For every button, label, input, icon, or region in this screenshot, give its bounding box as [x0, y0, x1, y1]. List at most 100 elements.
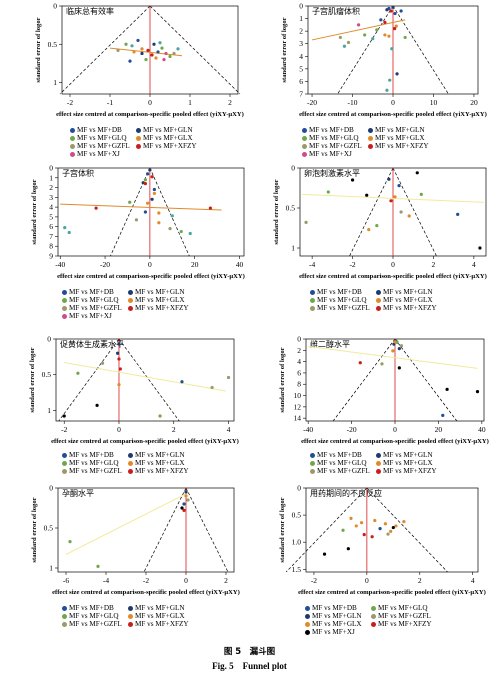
y-tick-label: 1	[53, 78, 57, 87]
x-tick-label: 2	[418, 576, 422, 585]
data-point	[375, 224, 379, 228]
plot-frame	[55, 338, 235, 422]
data-point	[140, 47, 144, 51]
funnel-plot-2: 子宫肌瘤体积 -20 -10 0 10 20 0 1 2 3 4 5 6 7 effect size cen…	[281, 2, 487, 119]
legend-entry: MF vs MF+DB	[62, 604, 124, 612]
y-axis-label: standard error of logor	[29, 347, 36, 412]
legend-row: MF vs MF+DB MF vs MF+GLN	[310, 288, 442, 296]
data-point	[394, 24, 398, 28]
data-point	[184, 494, 188, 498]
x-tick-label: 20	[191, 260, 199, 269]
data-point	[397, 366, 401, 370]
legend-entry: MF vs MF+GZFL	[371, 612, 433, 620]
y-tick-label: 14	[294, 414, 302, 423]
legend-row: MF vs MF+DB MF vs MF+GLN	[62, 451, 194, 459]
legend-row: MF vs MF+GLQ MF vs MF+GLX	[302, 134, 434, 142]
legend-entry: MF vs MF+GLX	[368, 134, 430, 142]
data-point	[378, 527, 382, 531]
regression-line	[65, 492, 189, 555]
legend-2: MF vs MF+DB MF vs MF+GLN MF vs MF+GLQ MF vs…	[302, 126, 434, 158]
y-axis-label: standard error of logor	[35, 17, 42, 82]
legend-label: MF vs MF+XFZY	[383, 467, 437, 475]
data-point	[383, 33, 387, 37]
x-tick-label: 0	[391, 260, 395, 269]
funnel-panel-3: 子宫体积 -40 -20 0 20 40 0 1 2 3 4 5 6 7 8 9 effect size cen…	[0, 162, 249, 330]
y-axis-label: standard error of logor	[273, 179, 280, 244]
y-axis-label: standard error of logor	[279, 347, 286, 412]
x-axis-label: effect size centred at comparison-specif…	[299, 111, 487, 118]
data-point	[403, 35, 407, 40]
legend-marker-icon	[70, 151, 75, 157]
legend-entry: MF vs MF+DB	[62, 288, 124, 296]
legend-entry: MF vs MF+XFZY	[136, 142, 198, 150]
legend-entry: MF vs MF+GLQ	[62, 459, 124, 467]
legend-label: MF vs MF+DB	[312, 604, 357, 612]
x-tick-label: 4	[227, 425, 231, 434]
legend-marker-icon	[62, 621, 67, 627]
legend-entry: MF vs MF+GLN	[376, 288, 438, 296]
data-point	[478, 246, 482, 250]
legend-entry: MF vs MF+XFZY	[376, 467, 438, 475]
legend-label: MF vs MF+GLN	[383, 451, 433, 459]
funnel-right-line	[394, 338, 458, 422]
data-point	[362, 533, 366, 537]
legend-marker-icon	[376, 289, 381, 295]
data-point	[96, 564, 100, 568]
figure-caption-en: Fig. 5 Funnel plot	[212, 661, 287, 671]
legend-marker-icon	[70, 143, 75, 149]
data-point	[136, 38, 140, 43]
y-tick-label: 1	[299, 14, 303, 23]
data-point	[399, 210, 403, 214]
funnel-plot-8: 用药期间的不良反应 -2 0 2 4 0 0.5 1.0 1.5 effect size cent…	[279, 484, 486, 597]
y-tick-label: 1	[49, 173, 53, 182]
panel-title: 卵泡刺激素水平	[304, 168, 360, 178]
legend-label: MF vs MF+GLX	[135, 459, 185, 467]
data-point	[393, 340, 397, 344]
funnel-left-line	[349, 167, 394, 257]
funnel-panel-5: 促黄体生成素水平 -2 0 2 4 0 0.5 1 effect size centred at…	[0, 333, 249, 485]
funnel-right-line	[366, 487, 448, 573]
legend-marker-icon	[302, 143, 307, 149]
data-point	[130, 44, 134, 48]
panel-title: 子宫肌瘤体积	[312, 6, 360, 16]
legend-marker-icon	[305, 613, 310, 619]
legend-row: MF vs MF+GZFL MF vs MF+XFZY	[70, 142, 202, 150]
x-tick-label: 40	[236, 260, 244, 269]
funnel-right-line	[149, 167, 190, 257]
legend-label: MF vs MF+XFZY	[143, 142, 197, 150]
data-point	[342, 44, 347, 48]
y-tick-label: 0	[53, 2, 57, 11]
legend-label: MF vs MF+GZFL	[69, 620, 122, 628]
data-point	[152, 187, 156, 192]
data-point	[128, 59, 132, 63]
y-tick-label: 8	[297, 380, 301, 389]
y-tick-label: 5	[49, 212, 53, 221]
legend-entry: MF vs MF+GLQ	[70, 134, 132, 142]
funnel-right-line	[118, 338, 180, 422]
data-point	[395, 72, 399, 76]
data-point	[157, 221, 161, 225]
x-tick-label: -4	[103, 576, 109, 585]
x-tick-label: 0	[148, 98, 152, 107]
legend-label: MF vs MF+GLQ	[309, 134, 359, 142]
data-point	[63, 226, 67, 230]
x-tick-label: 2	[224, 576, 228, 585]
legend-7: MF vs MF+DB MF vs MF+GLN MF vs MF+GLQ MF vs…	[62, 604, 194, 628]
legend-label: MF vs MF+GLX	[135, 612, 185, 620]
legend-marker-icon	[371, 605, 376, 611]
x-tick-label: 0	[184, 576, 188, 585]
data-point	[387, 177, 391, 181]
x-tick-label: 4	[472, 260, 476, 269]
legend-row: MF vs MF+GLQ MF vs MF+GLX	[310, 296, 442, 304]
data-point	[375, 28, 379, 32]
legend-row: MF vs MF+DB MF vs MF+GLN	[310, 451, 442, 459]
legend-label: MF vs MF+XJ	[309, 150, 352, 158]
legend-label: MF vs MF+DB	[69, 604, 114, 612]
data-point	[475, 389, 480, 394]
regression-line	[308, 345, 478, 369]
figure-caption-cn: 图 5 漏斗图	[223, 647, 276, 657]
panel-title: 雌二醇水平	[310, 339, 350, 349]
data-point	[226, 375, 231, 380]
y-tick-label: 6	[299, 77, 303, 86]
